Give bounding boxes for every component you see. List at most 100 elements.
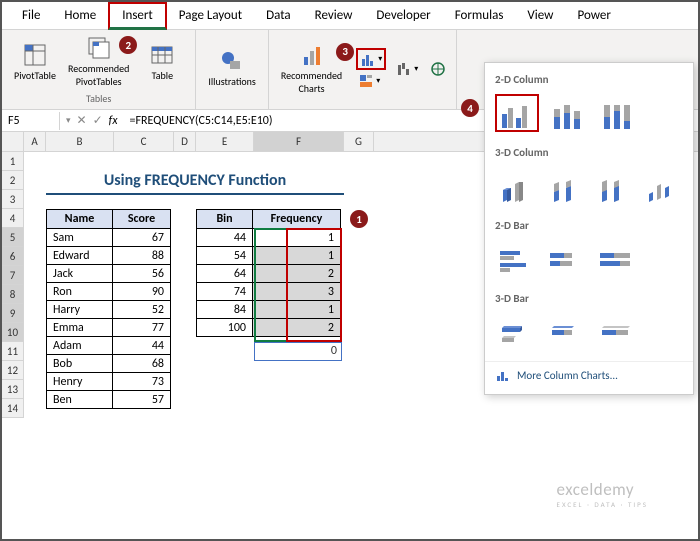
cell[interactable]: Sam: [47, 229, 113, 247]
cell[interactable]: 1: [253, 301, 341, 319]
col-header[interactable]: A: [24, 132, 46, 151]
row-header[interactable]: 2: [2, 171, 23, 190]
line-chart-button[interactable]: ▾: [394, 60, 420, 78]
tab-review[interactable]: Review: [303, 4, 365, 27]
pivottable-button[interactable]: PivotTable: [10, 41, 60, 84]
cell[interactable]: Harry: [47, 301, 113, 319]
clustered-column-option[interactable]: [495, 94, 539, 132]
rec-charts-button[interactable]: Recommended Charts 3: [277, 41, 346, 97]
cell[interactable]: Jack: [47, 265, 113, 283]
spill-cell[interactable]: 0: [254, 342, 342, 361]
tab-formulas[interactable]: Formulas: [443, 4, 516, 27]
table-button[interactable]: Table: [137, 41, 187, 84]
chevron-down-icon: ▾: [378, 54, 382, 64]
3d-stacked-option[interactable]: [544, 167, 587, 205]
cell[interactable]: 67: [113, 229, 171, 247]
cell[interactable]: 88: [113, 247, 171, 265]
tab-view[interactable]: View: [515, 4, 565, 27]
step-badge-4: 4: [461, 99, 479, 117]
row-header[interactable]: 11: [2, 342, 23, 361]
tab-home[interactable]: Home: [52, 4, 108, 27]
select-all-corner[interactable]: [2, 132, 24, 151]
row-header[interactable]: 7: [2, 266, 23, 285]
cell[interactable]: Edward: [47, 247, 113, 265]
cell[interactable]: 100: [197, 319, 253, 337]
cell[interactable]: 57: [113, 391, 171, 409]
cell[interactable]: 54: [197, 247, 253, 265]
stacked100-column-option[interactable]: [595, 94, 639, 132]
tab-insert[interactable]: Insert: [108, 2, 167, 30]
column-chart-button[interactable]: ▾: [356, 48, 386, 70]
illustrations-button[interactable]: Illustrations: [204, 47, 260, 90]
row-header[interactable]: 12: [2, 361, 23, 380]
rec-pivottables-button[interactable]: Recommended PivotTables 2: [64, 34, 133, 90]
tab-file[interactable]: File: [10, 4, 52, 27]
map-chart-button[interactable]: [428, 60, 448, 78]
cell[interactable]: 1: [253, 229, 341, 247]
stacked-column-option[interactable]: [545, 94, 589, 132]
stacked100-bar-option[interactable]: [595, 240, 639, 278]
row-header[interactable]: 4: [2, 209, 23, 228]
cell[interactable]: 2: [253, 319, 341, 337]
cell[interactable]: 44: [113, 337, 171, 355]
confirm-icon[interactable]: ✓: [93, 113, 103, 128]
more-column-charts-link[interactable]: More Column Charts...: [485, 361, 693, 388]
3d-stacked100-option[interactable]: [592, 167, 635, 205]
section-2d-bar: 2-D Bar: [485, 215, 693, 236]
cell[interactable]: Emma: [47, 319, 113, 337]
cell[interactable]: 73: [113, 373, 171, 391]
3d-clustered-bar-option[interactable]: [495, 313, 539, 351]
cell[interactable]: 84: [197, 301, 253, 319]
cell[interactable]: 44: [197, 229, 253, 247]
col-header[interactable]: D: [174, 132, 196, 151]
fx-icon[interactable]: fx: [109, 114, 118, 128]
tab-developer[interactable]: Developer: [364, 4, 442, 27]
3d-column-option[interactable]: [641, 167, 684, 205]
cell[interactable]: 74: [197, 283, 253, 301]
cell[interactable]: 1: [253, 247, 341, 265]
col-header[interactable]: E: [196, 132, 254, 151]
cell[interactable]: Adam: [47, 337, 113, 355]
row-header[interactable]: 13: [2, 380, 23, 399]
cell[interactable]: Bob: [47, 355, 113, 373]
cell[interactable]: 2: [253, 265, 341, 283]
col-header[interactable]: B: [46, 132, 114, 151]
names-table: NameScore Sam67 Edward88 Jack56 Ron90 Ha…: [46, 209, 171, 409]
row-header[interactable]: 1: [2, 152, 23, 171]
row-header[interactable]: 9: [2, 304, 23, 323]
row-header[interactable]: 8: [2, 285, 23, 304]
row-header[interactable]: 3: [2, 190, 23, 209]
chevron-down-icon[interactable]: ▾: [66, 115, 71, 126]
cell[interactable]: Ron: [47, 283, 113, 301]
cell[interactable]: 3: [253, 283, 341, 301]
illus-label: Illustrations: [208, 75, 256, 88]
cell[interactable]: 77: [113, 319, 171, 337]
3d-stacked-bar-option[interactable]: [545, 313, 589, 351]
tab-data[interactable]: Data: [254, 4, 303, 27]
cancel-icon[interactable]: ✕: [77, 113, 87, 128]
stacked-bar-option[interactable]: [545, 240, 589, 278]
col-header[interactable]: F: [254, 132, 344, 151]
cell[interactable]: 64: [197, 265, 253, 283]
step-badge-2: 2: [119, 36, 137, 54]
section-3d-column: 3-D Column: [485, 142, 693, 163]
3d-clustered-option[interactable]: [495, 167, 538, 205]
row-header[interactable]: 14: [2, 399, 23, 418]
cell[interactable]: 90: [113, 283, 171, 301]
cell[interactable]: 52: [113, 301, 171, 319]
name-box[interactable]: F5: [2, 112, 60, 130]
3d-stacked100-bar-option[interactable]: [595, 313, 639, 351]
cell[interactable]: 68: [113, 355, 171, 373]
row-header[interactable]: 5: [2, 228, 23, 247]
col-header[interactable]: C: [114, 132, 174, 151]
row-header[interactable]: 6: [2, 247, 23, 266]
col-header[interactable]: G: [344, 132, 374, 151]
tab-power[interactable]: Power: [565, 4, 622, 27]
row-header[interactable]: 10: [2, 323, 23, 342]
cell[interactable]: Henry: [47, 373, 113, 391]
clustered-bar-option[interactable]: [495, 240, 539, 278]
cell[interactable]: 56: [113, 265, 171, 283]
cell[interactable]: Ben: [47, 391, 113, 409]
hierarchy-chart-button[interactable]: ▾: [356, 72, 386, 90]
tab-pagelayout[interactable]: Page Layout: [167, 4, 254, 27]
